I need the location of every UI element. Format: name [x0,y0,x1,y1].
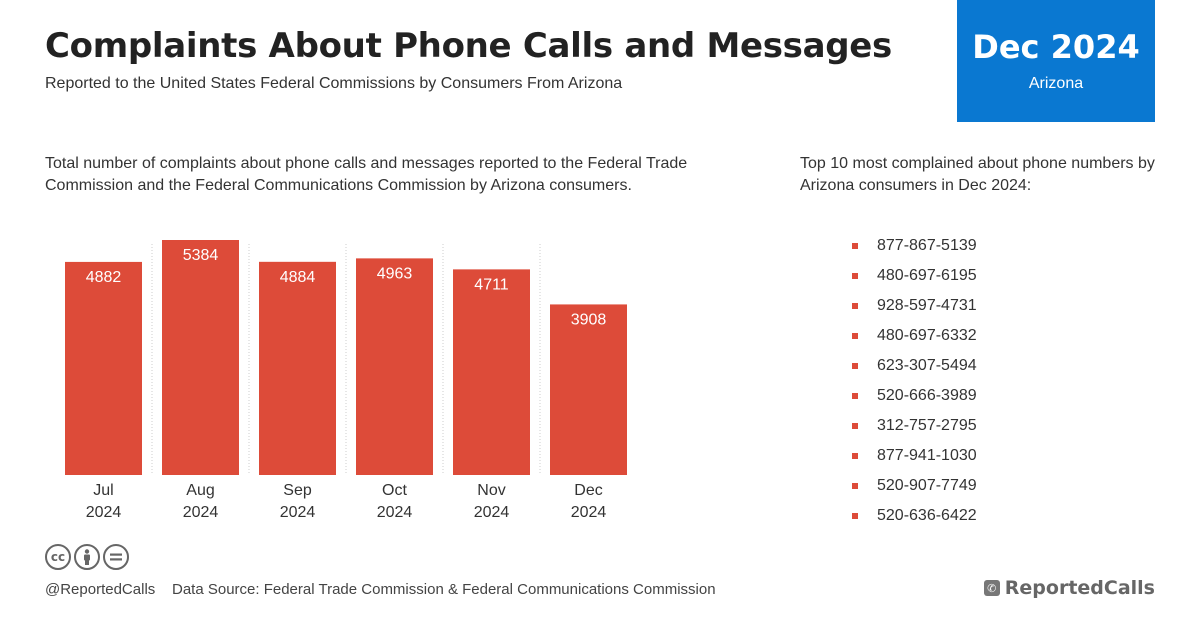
bullet-icon [852,513,858,519]
x-tick-label: 2024 [571,504,607,521]
bullet-icon [852,483,858,489]
by-icon [74,544,100,570]
bullet-icon [852,423,858,429]
x-tick-label: 2024 [280,504,316,521]
license-badges: cc [45,544,129,574]
data-label: 4711 [474,276,509,293]
phone-number-item[interactable]: 877-941-1030 [850,441,977,471]
phone-number-item[interactable]: 520-907-7749 [850,471,977,501]
data-label: 4884 [280,269,316,286]
x-tick-label: 2024 [474,504,510,521]
badge-region: Arizona [1028,75,1084,92]
footer-source: Data Source: Federal Trade Commission & … [172,581,716,598]
top-numbers-description: Top 10 most complained about phone numbe… [800,155,1155,194]
complaints-bar-chart: 4882 Jul 2024 5384 Aug 2024 4884 Sep 2024 4963 Oct… [65,240,627,521]
period-badge: Dec 2024 Arizona [957,0,1155,122]
phone-number-text: 623-307-5494 [877,357,977,374]
phone-number-item[interactable]: 623-307-5494 [850,351,977,381]
bullet-icon [852,243,858,249]
badge-period: Dec 2024 [972,28,1140,66]
top-numbers-list: 877-867-5139 480-697-6195 928-597-4731 480-… [850,231,977,531]
phone-number-text: 312-757-2795 [877,417,977,434]
phone-number-text: 480-697-6332 [877,327,977,344]
nd-icon [103,544,129,570]
phone-number-item[interactable]: 928-597-4731 [850,291,977,321]
x-tick-label: 2024 [183,504,219,521]
bar [453,269,530,475]
phone-number-item[interactable]: 480-697-6195 [850,261,977,291]
bar [65,261,142,475]
x-tick-label: Sep [283,482,312,499]
x-tick-label: Aug [186,482,214,499]
bullet-icon [852,393,858,399]
phone-number-text: 877-867-5139 [877,237,977,254]
brand-logo[interactable]: ✆ ReportedCalls [983,577,1155,599]
data-label: 5384 [183,247,219,264]
bar [162,240,239,475]
x-tick-label: 2024 [377,504,413,521]
phone-number-text: 520-636-6422 [877,507,977,524]
bar [356,258,433,475]
x-tick-label: Nov [477,482,505,499]
brand-name: ReportedCalls [1004,577,1155,599]
cc-icon: cc [45,544,71,570]
bullet-icon [852,333,858,339]
phone-number-item[interactable]: 520-636-6422 [850,501,977,531]
page-subtitle: Reported to the United States Federal Co… [45,75,623,92]
phone-number-text: 520-666-3989 [877,387,977,404]
bar [259,261,336,475]
bullet-icon [852,363,858,369]
phone-number-item[interactable]: 520-666-3989 [850,381,977,411]
phone-number-item[interactable]: 312-757-2795 [850,411,977,441]
data-label: 4963 [377,265,413,282]
bullet-icon [852,453,858,459]
bullet-icon [852,273,858,279]
phone-number-text: 520-907-7749 [877,477,977,494]
phone-number-item[interactable]: 877-867-5139 [850,231,977,261]
bullet-icon [852,303,858,309]
x-tick-label: Jul [93,482,113,499]
x-tick-label: Oct [382,482,407,499]
data-label: 4882 [86,269,122,286]
phone-number-text: 928-597-4731 [877,297,977,314]
phone-number-text: 480-697-6195 [877,267,977,284]
x-tick-label: Dec [574,482,602,499]
data-label: 3908 [571,311,607,328]
chart-description: Total number of complaints about phone c… [45,155,688,194]
page-title: Complaints About Phone Calls and Message… [45,26,892,66]
phone-number-text: 877-941-1030 [877,447,977,464]
footer-handle[interactable]: @ReportedCalls [45,581,156,598]
phone-number-item[interactable]: 480-697-6332 [850,321,977,351]
x-tick-label: 2024 [86,504,122,521]
phone-icon: ✆ [983,580,1000,596]
bar [550,304,627,475]
